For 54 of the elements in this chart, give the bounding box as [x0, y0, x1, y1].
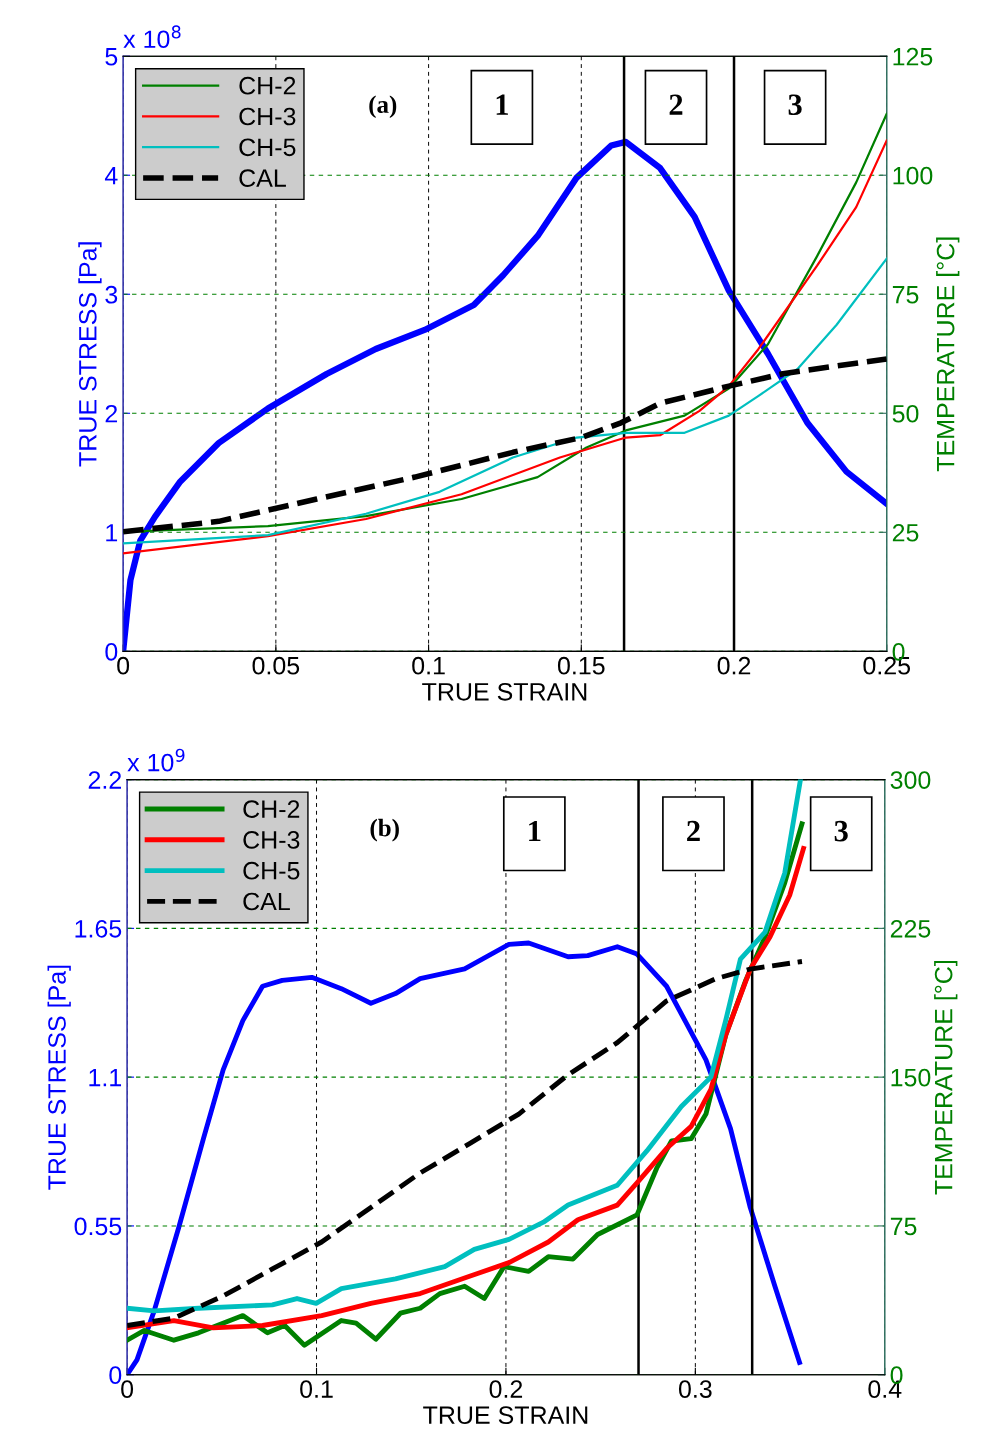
- x-tick-label: 0.1: [412, 656, 445, 675]
- legend-label: CH-2: [239, 76, 296, 95]
- y-tick-label: 1: [106, 524, 118, 542]
- annotation: (a): [369, 95, 397, 119]
- annotation: 1: [496, 94, 508, 115]
- y2-tick-label: 100: [893, 166, 933, 185]
- annotation: 3: [834, 820, 848, 842]
- x-tick-label: 0.05: [252, 656, 300, 675]
- annotation: 1: [529, 820, 541, 842]
- legend-label: CH-5: [243, 861, 300, 880]
- annotation: (b): [370, 818, 399, 842]
- y2-tick-label: 75: [892, 286, 919, 304]
- legend-label: CH-3: [243, 831, 300, 849]
- y2-tick-label: 150: [891, 1068, 931, 1087]
- y-tick-label: 4: [104, 167, 118, 185]
- x-axis-title: TRUE STRAIN: [423, 1406, 588, 1425]
- legend-label: CH-2: [243, 800, 300, 818]
- y-axis-title: TRUE STRESS [Pa]: [78, 242, 102, 467]
- legend-label: CH-3: [239, 107, 296, 126]
- y2-tick-label: 225: [890, 919, 931, 938]
- x-tick-label: 0.2: [717, 656, 751, 675]
- y-tick-label: 0: [109, 1366, 122, 1385]
- y-axis-title: TRUE STRESS [Pa]: [47, 965, 71, 1190]
- legend-label: CAL: [243, 892, 290, 911]
- x-tick-label: 0.3: [678, 1380, 712, 1398]
- text: x 10$^{9}$: [127, 748, 185, 772]
- y2-axis-title: TEMPERATURE [°C]: [934, 960, 958, 1195]
- y-tick-label: 5: [105, 48, 118, 66]
- y-tick-label: 2: [105, 404, 118, 423]
- annotation: 3: [788, 94, 802, 116]
- legend-label: CAL: [239, 169, 286, 187]
- y-tick-label: 1.65: [75, 919, 122, 938]
- y2-tick-label: 300: [890, 771, 931, 789]
- y2-tick-label: 125: [893, 47, 933, 66]
- y2-tick-label: 50: [892, 404, 919, 423]
- x-tick-label: 0.15: [557, 656, 605, 675]
- y2-tick-label: 75: [890, 1217, 917, 1236]
- x-tick-label: 0.1: [300, 1380, 333, 1398]
- y-tick-label: 2.2: [88, 771, 121, 789]
- annotation: 2: [669, 94, 683, 115]
- line-series: [123, 257, 887, 545]
- legend-label: CH-5: [239, 138, 296, 157]
- y2-tick-label: 25: [892, 523, 919, 542]
- line-series: [127, 940, 802, 1375]
- y-tick-label: 3: [105, 285, 118, 304]
- y-tick-label: 0.55: [74, 1217, 122, 1236]
- annotation: 2: [687, 820, 700, 842]
- y-tick-label: 1.1: [89, 1069, 122, 1087]
- text: x 10$^{8}$: [123, 25, 181, 49]
- y-tick-label: 0: [105, 642, 118, 661]
- x-axis-title: TRUE STRAIN: [422, 682, 587, 701]
- x-tick-label: 0: [121, 1380, 134, 1398]
- y2-axis-title: TEMPERATURE [°C]: [936, 237, 960, 472]
- x-tick-label: 0.2: [489, 1380, 523, 1398]
